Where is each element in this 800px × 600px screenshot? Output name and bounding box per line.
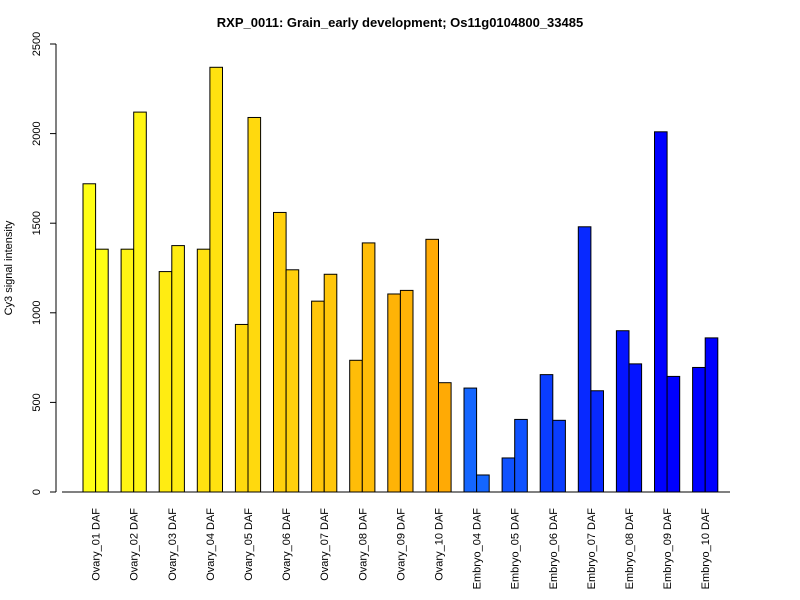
category-label: Embryo_05 DAF [510, 508, 522, 590]
bar [577, 226, 592, 493]
y-tick-label: 2000 [31, 121, 43, 145]
category-label: Ovary_06 DAF [281, 508, 293, 581]
category-label: Ovary_03 DAF [167, 508, 179, 581]
bars-group [82, 66, 719, 493]
category-label: Ovary_08 DAF [357, 508, 369, 581]
y-tick-label: 1000 [31, 301, 43, 325]
category-label: Embryo_08 DAF [624, 508, 636, 590]
bar [666, 375, 681, 493]
category-label: Ovary_02 DAF [129, 508, 141, 581]
bar [95, 248, 109, 493]
y-tick-label: 2500 [31, 32, 43, 56]
category-label: Ovary_01 DAF [91, 508, 103, 581]
bar [552, 419, 566, 493]
bar [285, 269, 300, 493]
bar [120, 248, 135, 493]
category-label: Embryo_06 DAF [548, 508, 560, 590]
bar [209, 66, 223, 493]
bar [323, 273, 338, 493]
bar [158, 271, 173, 493]
bar [171, 245, 185, 493]
y-axis: 0 500 1000 1500 2000 2500 [31, 32, 57, 495]
bar [654, 131, 668, 493]
bar [133, 111, 147, 493]
bar [539, 374, 554, 493]
category-labels: Ovary_01 DAF Ovary_02 DAF Ovary_03 DAF Ovar… [91, 508, 713, 590]
category-label: Embryo_07 DAF [586, 508, 598, 590]
bar [628, 363, 643, 493]
bar [438, 382, 452, 493]
bar [590, 390, 605, 493]
category-label: Ovary_04 DAF [205, 508, 217, 581]
bar [361, 242, 376, 493]
bar [704, 337, 719, 493]
bar [82, 183, 97, 493]
y-tick-label: 1500 [31, 211, 43, 235]
bar [234, 323, 249, 493]
bar [692, 366, 706, 493]
bar [501, 457, 516, 493]
category-label: Embryo_09 DAF [662, 508, 674, 590]
category-label: Ovary_10 DAF [434, 508, 446, 581]
y-tick-label: 0 [31, 489, 43, 495]
y-axis-label: Cy3 signal intensity [3, 220, 15, 315]
bar [349, 359, 363, 493]
category-label: Ovary_05 DAF [243, 508, 255, 581]
bar [615, 330, 630, 493]
chart-title: RXP_0011: Grain_early development; Os11g… [217, 15, 583, 30]
bar [311, 300, 325, 493]
bar [387, 293, 401, 493]
category-label: Ovary_07 DAF [319, 508, 331, 581]
category-label: Embryo_10 DAF [700, 508, 712, 590]
bar [425, 238, 439, 493]
bar [196, 248, 211, 493]
bar [273, 211, 287, 493]
bar [514, 418, 528, 493]
bar [463, 387, 478, 493]
bar [399, 289, 414, 493]
category-label: Ovary_09 DAF [395, 508, 407, 581]
bar [476, 474, 490, 493]
bar [247, 116, 262, 493]
category-label: Embryo_04 DAF [472, 508, 484, 590]
y-tick-label: 500 [31, 393, 43, 411]
